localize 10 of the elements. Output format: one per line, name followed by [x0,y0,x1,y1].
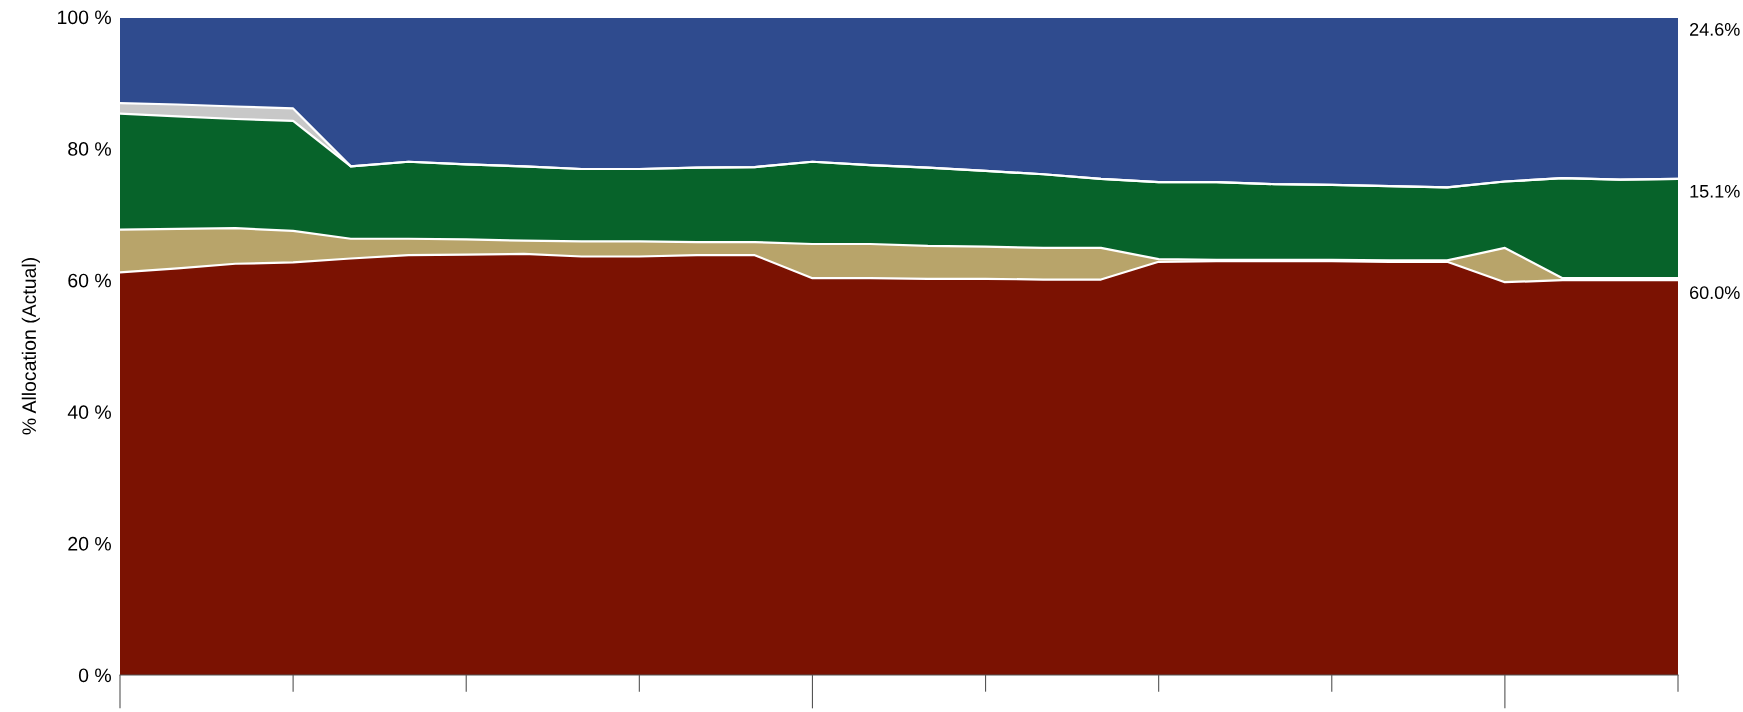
y-tick-label: 20 % [68,536,111,551]
y-tick-label: 100 % [58,10,111,25]
y-axis-title: % Allocation (Actual) [21,258,40,435]
y-tick-label: 60 % [68,273,111,288]
y-tick-label: 80 % [68,142,111,156]
y-tick-label: 0 % [78,668,111,683]
data-label: 24.6% [1690,23,1740,36]
y-tick-label: 40 % [67,405,111,420]
data-label: 15.1% [1690,184,1740,198]
data-label: 60.0% [1690,286,1740,300]
